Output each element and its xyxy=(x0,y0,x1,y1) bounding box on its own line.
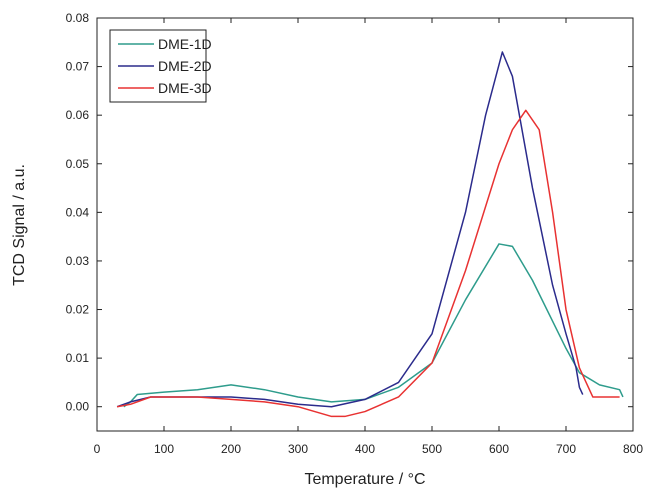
x-tick-label: 700 xyxy=(556,442,576,456)
y-tick-label: 0.03 xyxy=(66,254,90,268)
x-tick-label: 400 xyxy=(355,442,375,456)
x-tick-label: 600 xyxy=(489,442,509,456)
y-tick-label: 0.02 xyxy=(66,303,90,317)
y-tick-label: 0.05 xyxy=(66,157,90,171)
x-tick-label: 100 xyxy=(154,442,174,456)
legend-label: DME-3D xyxy=(158,80,212,96)
y-axis-title: TCD Signal / a.u. xyxy=(11,164,28,286)
legend-label: DME-2D xyxy=(158,58,212,74)
legend-label: DME-1D xyxy=(158,36,212,52)
data-line xyxy=(116,51,584,408)
x-tick-label: 200 xyxy=(221,442,241,456)
y-tick-label: 0.08 xyxy=(66,11,90,25)
data-line xyxy=(123,243,624,408)
data-line xyxy=(116,109,620,418)
y-tick-label: 0.04 xyxy=(66,205,90,219)
x-tick-label: 800 xyxy=(623,442,643,456)
x-tick-label: 0 xyxy=(94,442,101,456)
x-tick-label: 500 xyxy=(422,442,442,456)
y-tick-label: 0.01 xyxy=(66,351,90,365)
y-tick-label: 0.06 xyxy=(66,108,90,122)
x-axis-title: Temperature / °C xyxy=(304,471,425,488)
x-tick-label: 300 xyxy=(288,442,308,456)
y-tick-label: 0.07 xyxy=(66,60,90,74)
y-tick-label: 0.00 xyxy=(66,400,90,414)
